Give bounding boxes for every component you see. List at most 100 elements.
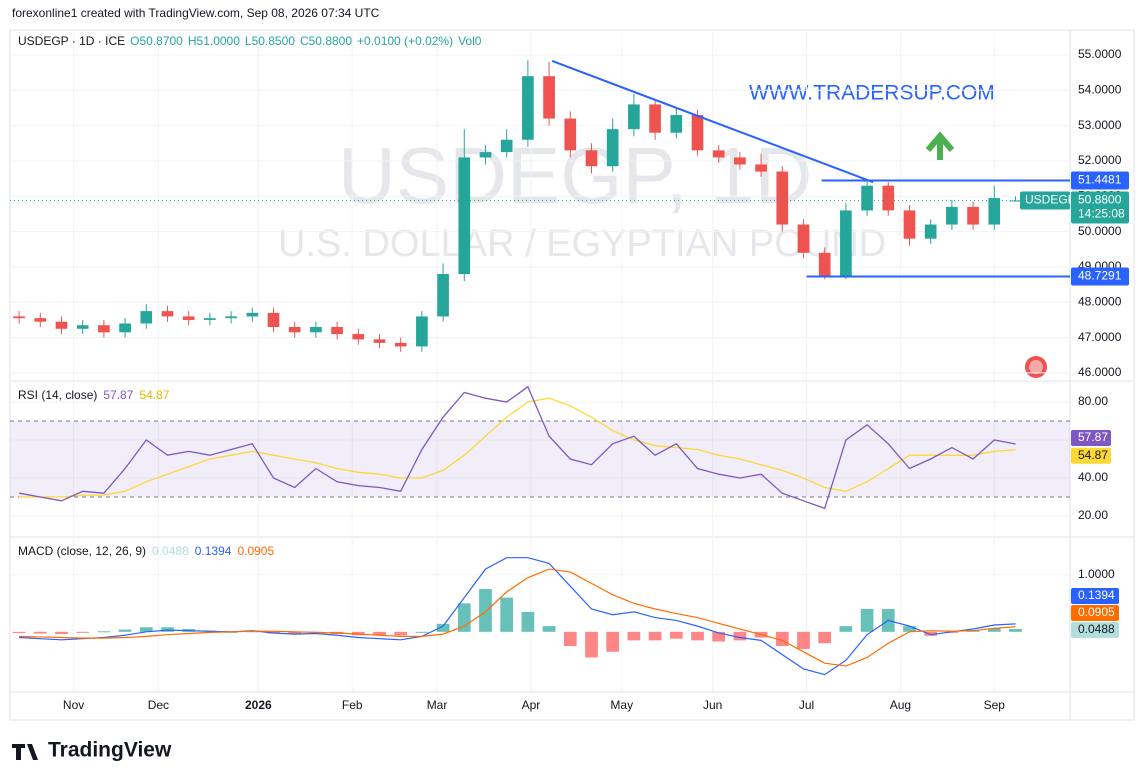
- x-tick-label: Nov: [63, 698, 84, 712]
- histogram-bar: [55, 631, 68, 635]
- histogram-bar: [839, 626, 853, 632]
- histogram-bar: [712, 631, 726, 642]
- candle-body: [649, 104, 661, 133]
- histogram-bar: [691, 631, 704, 641]
- legend-symbol: USDEGP · 1D · ICE: [18, 34, 125, 48]
- y-tick-label: 80.00: [1078, 394, 1108, 408]
- legend: USDEGP · 1D · ICE O50.8700 H51.0000 L50.850…: [18, 34, 482, 48]
- candle-body: [670, 115, 683, 133]
- legend-value: 57.87: [103, 388, 133, 402]
- last-price-box: [1071, 191, 1129, 224]
- value-box: [1071, 447, 1111, 464]
- candle-body: [352, 334, 365, 340]
- histogram-bar: [415, 631, 429, 633]
- legend: RSI (14, close) 57.87 54.87: [18, 388, 170, 402]
- histogram-bar: [542, 626, 556, 632]
- candle-body: [797, 224, 810, 253]
- histogram-bar: [436, 623, 450, 632]
- histogram-bar: [394, 631, 408, 636]
- candle-body: [416, 316, 428, 347]
- histogram-bar: [924, 631, 938, 636]
- histogram-bar: [797, 631, 810, 649]
- histogram-bar: [669, 631, 683, 639]
- macd-line: [19, 557, 1016, 676]
- legend-title: MACD (close, 12, 26, 9): [18, 544, 146, 558]
- symbol-tag-text: USDEGP: [1025, 193, 1076, 207]
- y-tick-label: 46.0000: [1078, 365, 1122, 379]
- candle-body: [98, 325, 110, 333]
- legend-value: 0.0905: [237, 544, 274, 558]
- candle-body: [288, 327, 301, 333]
- candle-body: [182, 316, 195, 320]
- histogram-bar: [118, 629, 132, 632]
- legend-value: +0.0100 (+0.02%): [357, 34, 453, 48]
- candle-body: [903, 210, 916, 239]
- value-box: [1071, 430, 1111, 447]
- candle-body: [818, 252, 831, 276]
- candle-body: [628, 104, 640, 130]
- level-label-box: [1071, 171, 1129, 190]
- candle-body: [479, 152, 492, 158]
- last-price-label: 50.8800: [1078, 193, 1122, 207]
- legend-value: O50.8700: [130, 34, 183, 48]
- legend: MACD (close, 12, 26, 9) 0.0488 0.1394 0.090…: [18, 544, 274, 558]
- histogram-bar: [12, 631, 26, 633]
- value-label: 57.87: [1078, 430, 1108, 444]
- y-tick-label: 47.0000: [1078, 330, 1122, 344]
- y-tick-label: 54.0000: [1078, 82, 1122, 96]
- legend-title: RSI (14, close): [18, 388, 97, 402]
- arrow-up: [925, 131, 955, 160]
- candle-body: [861, 185, 873, 211]
- candle-body: [331, 327, 343, 335]
- candle-body: [564, 118, 577, 151]
- candle-body: [967, 206, 979, 225]
- candle-body: [310, 327, 322, 333]
- value-box: [1071, 605, 1119, 621]
- candle-body: [119, 323, 131, 333]
- candle-body: [267, 312, 280, 328]
- candle-body: [840, 210, 852, 276]
- candle-body: [543, 76, 555, 119]
- credit: forexonline1 created with TradingView.co…: [12, 6, 380, 20]
- value-label: 0.0905: [1078, 605, 1115, 619]
- annotation: WWW.TRADERSUP.COM: [749, 82, 995, 105]
- y-tick-label: 55.0000: [1078, 47, 1122, 61]
- candle-body: [394, 342, 407, 347]
- candle-body: [755, 164, 767, 172]
- candle-body: [13, 316, 25, 319]
- candle-body: [246, 312, 259, 317]
- watermark-subtitle: U.S. DOLLAR / EGYPTIAN POUND: [278, 223, 886, 265]
- value-label: 0.0488: [1078, 622, 1115, 636]
- candle-body: [734, 157, 746, 165]
- x-tick-label: Aug: [890, 698, 911, 712]
- trendline: [551, 60, 874, 184]
- countdown: 14:25:08: [1078, 207, 1125, 221]
- histogram-bar: [76, 631, 90, 633]
- frame: [9, 29, 1135, 721]
- histogram-bar: [563, 631, 577, 647]
- y-tick-label: 50.0000: [1078, 224, 1122, 238]
- candle-body: [500, 139, 513, 153]
- logo-mark: [12, 744, 38, 760]
- histogram-bar: [606, 631, 620, 652]
- x-tick-label: May: [610, 698, 633, 712]
- y-tick-label: 1.0000: [1078, 567, 1115, 581]
- candle-body: [882, 185, 895, 211]
- candle-body: [373, 339, 386, 343]
- histogram-bar: [733, 631, 747, 641]
- histogram-bar: [860, 609, 874, 632]
- histogram-bar: [500, 597, 514, 632]
- rsi-line: [19, 397, 1016, 498]
- x-tick-label: Jul: [799, 698, 814, 712]
- value-box: [1071, 588, 1119, 604]
- rsi-line: [18, 385, 1016, 510]
- candle-body: [1009, 200, 1022, 202]
- value-label: 0.1394: [1078, 588, 1115, 602]
- candle-body: [161, 311, 174, 317]
- candle-body: [522, 76, 534, 140]
- legend-value: 54.87: [139, 388, 169, 402]
- y-tick-label: 53.0000: [1078, 118, 1122, 132]
- x-tick-label: Sep: [984, 698, 1006, 712]
- candle-body: [776, 171, 789, 225]
